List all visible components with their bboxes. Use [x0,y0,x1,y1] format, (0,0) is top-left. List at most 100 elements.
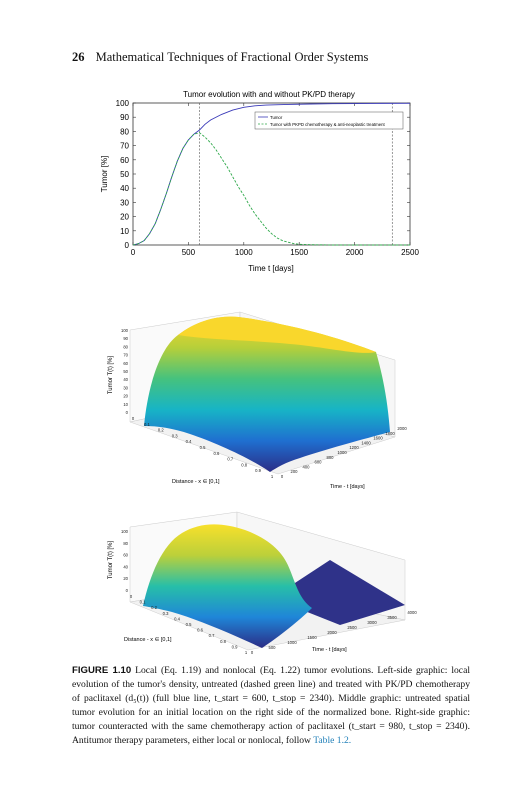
x-axis-label-middle: Distance - x ∈ [0,1] [172,478,220,485]
x-tick-label: 0.6 [197,628,203,633]
x-tick-label: 0.7 [209,633,215,638]
z-tick-label: 60 [123,553,128,558]
y-tick-label: 2000 [397,426,407,431]
z-tick-label: 0 [126,588,129,593]
y-tick-label: 600 [315,460,323,465]
z-tick-label: 70 [123,353,128,358]
y-tick-label: 2500 [347,625,357,630]
x-tick-label: 0.8 [220,639,226,644]
x-tick-label: 0.3 [172,433,178,438]
x-tick-label: 500 [182,248,196,257]
z-tick-label: 20 [123,576,128,581]
running-title: Mathematical Techniques of Fractional Or… [95,50,369,64]
surface-plateau [178,316,376,353]
x-tick-label: 0.5 [186,622,192,627]
legend-entry-treated: Tumor with PKPD chemotherapy & anti-neop… [270,122,386,127]
z-tick-label: 30 [123,385,128,390]
x-tick-label: 0.6 [213,451,219,456]
y-axis-label: Tumor [%] [100,156,109,193]
z-tick-label: 50 [123,369,128,374]
y-tick-label: 40 [120,184,129,193]
surface-untreated [144,316,390,472]
surface-treated [143,524,312,648]
x-tick-label: 0 [130,594,133,599]
y-tick-label: 2000 [327,630,337,635]
y-tick-label: 1200 [349,445,359,450]
y-tick-label: 3000 [367,620,377,625]
x-tick-label: 0.4 [186,439,192,444]
page-number: 26 [72,50,85,64]
series-line-treated [132,132,410,246]
z-tick-label: 60 [123,361,128,366]
series-line-tumor [132,102,411,246]
y-tick-label: 3500 [387,615,397,620]
figure-caption: FIGURE 1.10 Local (Eq. 1.19) and nonloca… [72,664,470,749]
z-tick-label: 80 [123,344,128,349]
y-tick-label: 60 [120,156,129,165]
x-tick-label: 0.5 [200,445,206,450]
y-axis-label-middle: Time - t [days] [330,484,365,490]
page-header: 26 Mathematical Techniques of Fractional… [72,50,368,65]
z-axis-label-bottom: Tumor T(t) [%] [108,541,114,580]
x-tick-label: 0.8 [241,462,247,467]
y-tick-label: 1000 [337,450,347,455]
y-tick-label: 90 [120,113,129,122]
y-tick-label: 20 [120,213,129,222]
z-tick-label: 20 [123,394,128,399]
x-tick-label: 0.2 [151,605,157,610]
y-tick-label: 0 [125,241,130,250]
x-tick-label: 0.9 [255,468,261,473]
x-tick-label: 0.2 [158,428,164,433]
x-tick-label: 0.1 [140,600,146,605]
y-axis-label-bottom: Time - t [days] [312,647,347,653]
y-tick-label: 500 [269,645,277,650]
z-tick-label: 40 [123,564,128,569]
x-tick-label: 0.7 [227,457,233,462]
x-tick-label: 2000 [346,248,364,257]
surface-plot-untreated: 100908070605040302010000.10.20.30.40.50.… [108,311,407,490]
y-tick-label: 30 [120,198,129,207]
y-tick-label: 1600 [373,436,383,441]
legend-entry-tumor: Tumor [270,115,283,120]
x-tick-label: 2500 [401,248,419,257]
bottom-axis-ticks: 10080604020000.10.20.30.40.50.60.70.80.9… [121,529,417,655]
y-tick-label: 800 [327,455,335,460]
y-tick-label: 200 [291,469,299,474]
x-tick-label: 1 [245,650,248,655]
top-series-lines [132,102,411,246]
y-tick-label: 50 [120,170,129,179]
z-axis-label-middle: Tumor T(t) [%] [108,356,114,395]
x-tick-label: 0.4 [174,616,180,621]
z-tick-label: 80 [123,541,128,546]
x-tick-label: 0 [131,248,136,257]
z-tick-label: 90 [123,336,128,341]
y-tick-label: 0 [251,650,254,655]
z-tick-label: 40 [123,377,128,382]
x-tick-label: 0.3 [163,611,169,616]
y-tick-label: 0 [281,474,284,479]
z-tick-label: 10 [123,402,128,407]
x-axis-label: Time t [days] [248,264,294,273]
middle-axis-ticks: 100908070605040302010000.10.20.30.40.50.… [121,328,407,479]
y-tick-label: 100 [116,99,130,108]
x-tick-label: 0 [132,416,135,421]
table-reference-link[interactable]: Table 1.2. [313,735,352,747]
y-tick-label: 1800 [385,431,395,436]
y-tick-label: 400 [303,464,311,469]
surface-plot-treated: 10080604020000.10.20.30.40.50.60.70.80.9… [108,511,417,655]
x-tick-label: 0.1 [144,422,150,427]
caption-text: Local (Eq. 1.19) and nonlocal (Eq. 1.22)… [72,665,470,747]
y-tick-label: 1500 [307,635,317,640]
z-tick-label: 0 [126,410,129,415]
y-tick-label: 80 [120,127,129,136]
y-tick-label: 10 [120,227,129,236]
y-tick-label: 1000 [287,640,297,645]
y-tick-label: 70 [120,142,129,151]
y-tick-label: 4000 [407,610,417,615]
x-tick-label: 1500 [290,248,308,257]
z-tick-label: 100 [121,328,129,333]
legend: Tumor Tumor with PKPD chemotherapy & ant… [254,111,404,130]
x-axis-label-bottom: Distance - x ∈ [0,1] [124,636,172,643]
